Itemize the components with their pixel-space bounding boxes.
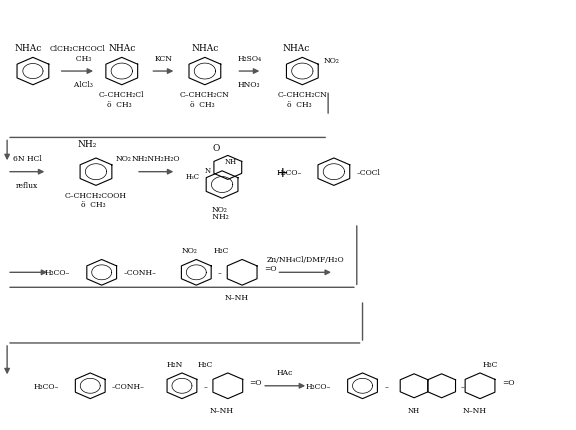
Text: H₃CO–: H₃CO–: [277, 168, 302, 176]
Text: C–CHCH₂COOH: C–CHCH₂COOH: [65, 191, 127, 200]
Text: H₃C: H₃C: [198, 360, 213, 368]
Text: H₂SO₄: H₂SO₄: [237, 55, 262, 62]
Text: H₃C: H₃C: [214, 247, 229, 255]
Text: NHAc: NHAc: [14, 44, 42, 52]
Text: –: –: [461, 382, 465, 390]
Text: HNO₃: HNO₃: [238, 81, 260, 89]
Text: H₂N: H₂N: [167, 360, 183, 368]
Text: C–CHCH₂Cl: C–CHCH₂Cl: [99, 91, 145, 99]
Text: NO₂: NO₂: [181, 247, 198, 255]
Text: –: –: [218, 269, 222, 276]
Text: ö  CH₃: ö CH₃: [190, 101, 214, 108]
Text: NH₂NH₂H₂O: NH₂NH₂H₂O: [132, 155, 180, 163]
Text: NO₂: NO₂: [324, 57, 339, 65]
Text: –: –: [204, 382, 207, 390]
Text: N: N: [204, 166, 211, 174]
Text: ö  CH₃: ö CH₃: [287, 101, 312, 108]
Text: H₃C: H₃C: [483, 360, 498, 368]
Text: –CONH–: –CONH–: [123, 269, 157, 276]
Text: NH₂: NH₂: [210, 213, 229, 221]
Text: NHAc: NHAc: [191, 44, 218, 52]
Text: NH₂: NH₂: [78, 140, 97, 149]
Text: H₃CO–: H₃CO–: [33, 382, 59, 390]
Text: NO₂: NO₂: [116, 155, 132, 163]
Text: O: O: [213, 144, 220, 153]
Text: –COCl: –COCl: [357, 168, 381, 176]
Text: –CONH–: –CONH–: [112, 382, 145, 390]
Text: –: –: [384, 382, 388, 390]
Text: ClCH₂CHCOCl
     CH₃: ClCH₂CHCOCl CH₃: [50, 45, 105, 62]
Text: NH: NH: [408, 406, 420, 415]
Text: N–NH: N–NH: [225, 293, 248, 301]
Text: =O: =O: [264, 264, 276, 272]
Text: KCN: KCN: [154, 55, 172, 62]
Text: 6N HCl: 6N HCl: [13, 155, 41, 163]
Text: C–CHCH₂CN: C–CHCH₂CN: [180, 91, 230, 99]
Text: reflux: reflux: [16, 182, 39, 190]
Text: H₃C: H₃C: [185, 172, 199, 181]
Text: =O: =O: [249, 378, 262, 386]
Text: HAc: HAc: [277, 369, 293, 377]
Text: H₃CO–: H₃CO–: [306, 382, 331, 390]
Text: C–CHCH₂CN: C–CHCH₂CN: [278, 91, 327, 99]
Text: Zn/NH₄Cl/DMF/H₂O: Zn/NH₄Cl/DMF/H₂O: [266, 255, 344, 263]
Text: NH: NH: [225, 158, 237, 166]
Text: +: +: [276, 165, 288, 179]
Text: H₃CO–: H₃CO–: [45, 269, 70, 276]
Text: AlCl₃: AlCl₃: [62, 81, 93, 89]
Text: NHAc: NHAc: [108, 44, 135, 52]
Text: N–NH: N–NH: [463, 406, 486, 415]
Text: N–NH: N–NH: [210, 406, 234, 415]
Text: ö  CH₃: ö CH₃: [107, 101, 131, 108]
Text: NO₂: NO₂: [211, 206, 227, 214]
Text: NHAc: NHAc: [283, 44, 310, 52]
Text: =O: =O: [502, 378, 514, 386]
Text: ö  CH₃: ö CH₃: [81, 201, 105, 209]
